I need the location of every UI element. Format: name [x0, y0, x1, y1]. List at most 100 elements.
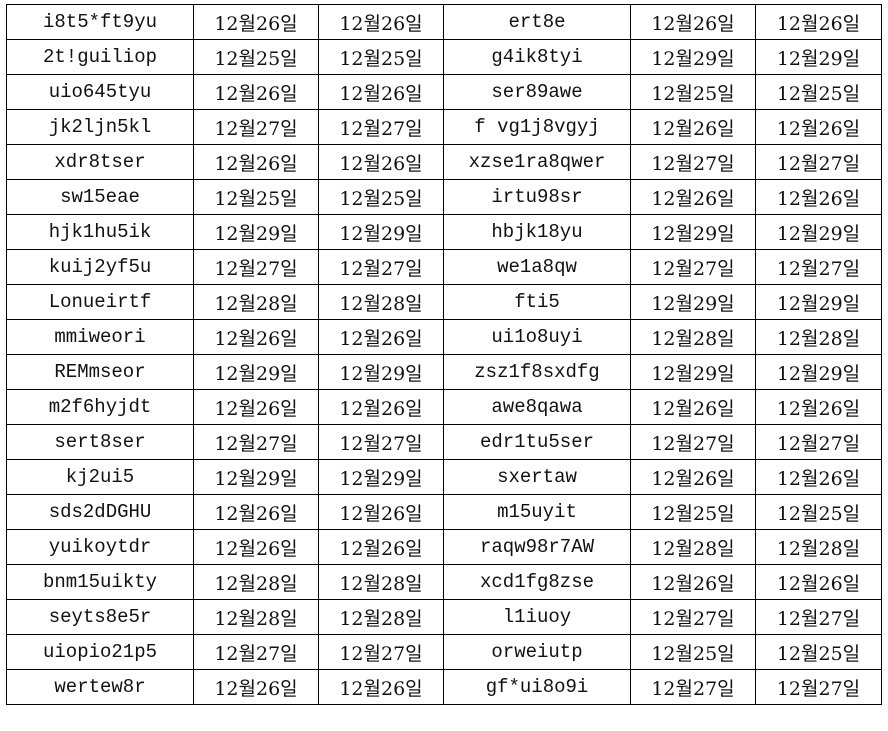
date-cell[interactable]: 12월27일 [755, 424, 882, 460]
code-cell[interactable]: l1iuoy [443, 599, 631, 635]
code-cell[interactable]: ui1o8uyi [443, 319, 631, 355]
date-cell[interactable]: 12월26일 [318, 669, 444, 705]
code-cell[interactable]: hbjk18yu [443, 214, 631, 250]
code-cell[interactable]: edr1tu5ser [443, 424, 631, 460]
date-cell[interactable]: 12월27일 [193, 109, 319, 145]
date-cell[interactable]: 12월27일 [193, 634, 319, 670]
date-cell[interactable]: 12월28일 [318, 599, 444, 635]
date-cell[interactable]: 12월28일 [755, 319, 882, 355]
date-cell[interactable]: 12월29일 [193, 214, 319, 250]
code-cell[interactable]: i8t5*ft9yu [6, 4, 194, 40]
date-cell[interactable]: 12월25일 [193, 179, 319, 215]
code-cell[interactable]: REMmseor [6, 354, 194, 390]
date-cell[interactable]: 12월25일 [755, 634, 882, 670]
date-cell[interactable]: 12월29일 [630, 39, 756, 75]
date-cell[interactable]: 12월26일 [630, 109, 756, 145]
date-cell[interactable]: 12월27일 [755, 144, 882, 180]
date-cell[interactable]: 12월26일 [630, 389, 756, 425]
code-cell[interactable]: f vg1j8vgyj [443, 109, 631, 145]
date-cell[interactable]: 12월26일 [755, 109, 882, 145]
code-cell[interactable]: irtu98sr [443, 179, 631, 215]
code-cell[interactable]: fti5 [443, 284, 631, 320]
date-cell[interactable]: 12월25일 [318, 39, 444, 75]
date-cell[interactable]: 12월28일 [630, 319, 756, 355]
date-cell[interactable]: 12월26일 [630, 459, 756, 495]
date-cell[interactable]: 12월25일 [755, 74, 882, 110]
code-cell[interactable]: hjk1hu5ik [6, 214, 194, 250]
date-cell[interactable]: 12월29일 [318, 354, 444, 390]
date-cell[interactable]: 12월26일 [193, 389, 319, 425]
code-cell[interactable]: xcd1fg8zse [443, 564, 631, 600]
date-cell[interactable]: 12월25일 [630, 634, 756, 670]
code-cell[interactable]: Lonueirtf [6, 284, 194, 320]
date-cell[interactable]: 12월26일 [755, 4, 882, 40]
date-cell[interactable]: 12월26일 [318, 74, 444, 110]
date-cell[interactable]: 12월26일 [630, 564, 756, 600]
date-cell[interactable]: 12월28일 [193, 564, 319, 600]
code-cell[interactable]: we1a8qw [443, 249, 631, 285]
code-cell[interactable]: raqw98r7AW [443, 529, 631, 565]
date-cell[interactable]: 12월27일 [318, 424, 444, 460]
date-cell[interactable]: 12월27일 [755, 249, 882, 285]
code-cell[interactable]: mmiweori [6, 319, 194, 355]
date-cell[interactable]: 12월26일 [318, 4, 444, 40]
date-cell[interactable]: 12월29일 [318, 214, 444, 250]
date-cell[interactable]: 12월29일 [630, 284, 756, 320]
date-cell[interactable]: 12월25일 [630, 74, 756, 110]
code-cell[interactable]: m15uyit [443, 494, 631, 530]
date-cell[interactable]: 12월25일 [630, 494, 756, 530]
code-cell[interactable]: kuij2yf5u [6, 249, 194, 285]
code-cell[interactable]: seyts8e5r [6, 599, 194, 635]
date-cell[interactable]: 12월29일 [630, 354, 756, 390]
code-cell[interactable]: sert8ser [6, 424, 194, 460]
code-cell[interactable]: g4ik8tyi [443, 39, 631, 75]
date-cell[interactable]: 12월28일 [318, 284, 444, 320]
date-cell[interactable]: 12월26일 [193, 669, 319, 705]
date-cell[interactable]: 12월29일 [755, 214, 882, 250]
date-cell[interactable]: 12월25일 [318, 179, 444, 215]
date-cell[interactable]: 12월26일 [193, 319, 319, 355]
date-cell[interactable]: 12월26일 [318, 144, 444, 180]
date-cell[interactable]: 12월28일 [630, 529, 756, 565]
code-cell[interactable]: bnm15uikty [6, 564, 194, 600]
date-cell[interactable]: 12월26일 [755, 564, 882, 600]
date-cell[interactable]: 12월27일 [318, 109, 444, 145]
date-cell[interactable]: 12월27일 [318, 634, 444, 670]
date-cell[interactable]: 12월27일 [193, 249, 319, 285]
code-cell[interactable]: uio645tyu [6, 74, 194, 110]
date-cell[interactable]: 12월26일 [318, 319, 444, 355]
date-cell[interactable]: 12월29일 [318, 459, 444, 495]
date-cell[interactable]: 12월27일 [630, 669, 756, 705]
date-cell[interactable]: 12월29일 [755, 39, 882, 75]
code-cell[interactable]: xzse1ra8qwer [443, 144, 631, 180]
date-cell[interactable]: 12월27일 [630, 144, 756, 180]
date-cell[interactable]: 12월26일 [755, 389, 882, 425]
date-cell[interactable]: 12월29일 [755, 354, 882, 390]
code-cell[interactable]: zsz1f8sxdfg [443, 354, 631, 390]
code-cell[interactable]: m2f6hyjdt [6, 389, 194, 425]
code-cell[interactable]: sds2dDGHU [6, 494, 194, 530]
date-cell[interactable]: 12월29일 [193, 354, 319, 390]
date-cell[interactable]: 12월25일 [193, 39, 319, 75]
date-cell[interactable]: 12월27일 [755, 669, 882, 705]
code-cell[interactable]: wertew8r [6, 669, 194, 705]
code-cell[interactable]: ert8e [443, 4, 631, 40]
date-cell[interactable]: 12월26일 [630, 179, 756, 215]
date-cell[interactable]: 12월27일 [630, 599, 756, 635]
date-cell[interactable]: 12월26일 [318, 529, 444, 565]
date-cell[interactable]: 12월27일 [630, 249, 756, 285]
date-cell[interactable]: 12월27일 [630, 424, 756, 460]
date-cell[interactable]: 12월29일 [630, 214, 756, 250]
date-cell[interactable]: 12월26일 [630, 4, 756, 40]
code-cell[interactable]: gf*ui8o9i [443, 669, 631, 705]
date-cell[interactable]: 12월26일 [193, 74, 319, 110]
date-cell[interactable]: 12월26일 [193, 494, 319, 530]
date-cell[interactable]: 12월26일 [318, 494, 444, 530]
date-cell[interactable]: 12월26일 [193, 144, 319, 180]
date-cell[interactable]: 12월28일 [193, 284, 319, 320]
code-cell[interactable]: orweiutp [443, 634, 631, 670]
code-cell[interactable]: 2t!guiliop [6, 39, 194, 75]
date-cell[interactable]: 12월26일 [755, 179, 882, 215]
date-cell[interactable]: 12월26일 [755, 459, 882, 495]
date-cell[interactable]: 12월26일 [318, 389, 444, 425]
